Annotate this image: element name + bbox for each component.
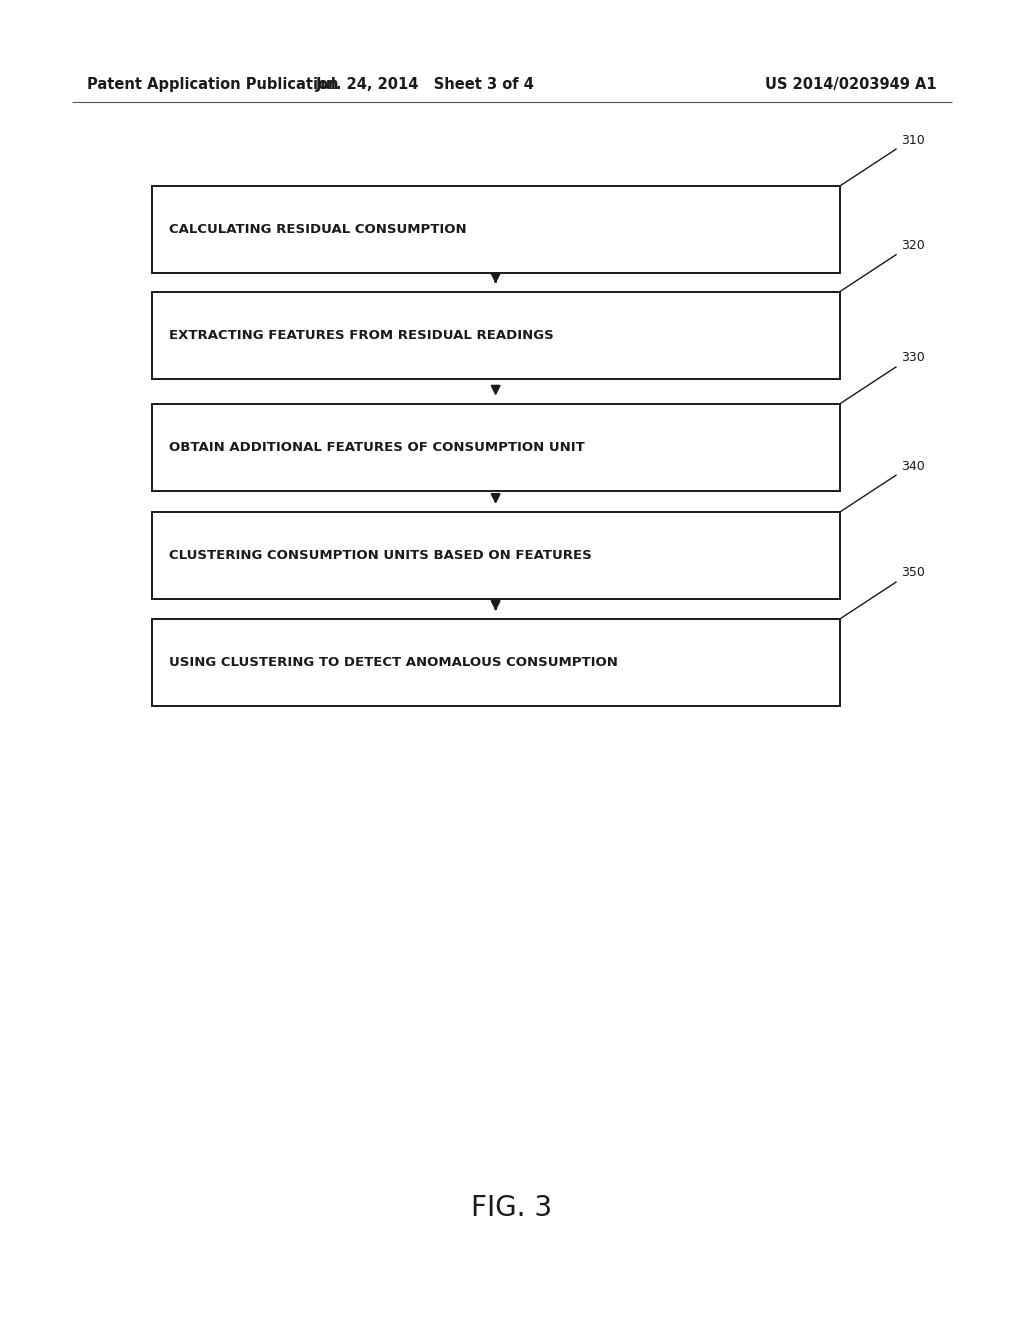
Bar (152, 404, 840, 491)
Bar (152, 512, 840, 599)
Text: EXTRACTING FEATURES FROM RESIDUAL READINGS: EXTRACTING FEATURES FROM RESIDUAL READIN… (169, 329, 554, 342)
Text: OBTAIN ADDITIONAL FEATURES OF CONSUMPTION UNIT: OBTAIN ADDITIONAL FEATURES OF CONSUMPTIO… (169, 441, 585, 454)
Text: 310: 310 (901, 133, 925, 147)
Text: Patent Application Publication: Patent Application Publication (87, 77, 339, 92)
Text: 340: 340 (901, 459, 925, 473)
Text: CLUSTERING CONSUMPTION UNITS BASED ON FEATURES: CLUSTERING CONSUMPTION UNITS BASED ON FE… (169, 549, 592, 562)
Bar (152, 186, 840, 273)
Text: CALCULATING RESIDUAL CONSUMPTION: CALCULATING RESIDUAL CONSUMPTION (169, 223, 467, 236)
Text: 320: 320 (901, 239, 925, 252)
Text: FIG. 3: FIG. 3 (471, 1193, 553, 1222)
Bar (152, 292, 840, 379)
Text: 350: 350 (901, 566, 925, 579)
Text: 330: 330 (901, 351, 925, 364)
Text: US 2014/0203949 A1: US 2014/0203949 A1 (765, 77, 937, 92)
Bar (152, 619, 840, 706)
Text: USING CLUSTERING TO DETECT ANOMALOUS CONSUMPTION: USING CLUSTERING TO DETECT ANOMALOUS CON… (169, 656, 617, 669)
Text: Jul. 24, 2014   Sheet 3 of 4: Jul. 24, 2014 Sheet 3 of 4 (315, 77, 535, 92)
